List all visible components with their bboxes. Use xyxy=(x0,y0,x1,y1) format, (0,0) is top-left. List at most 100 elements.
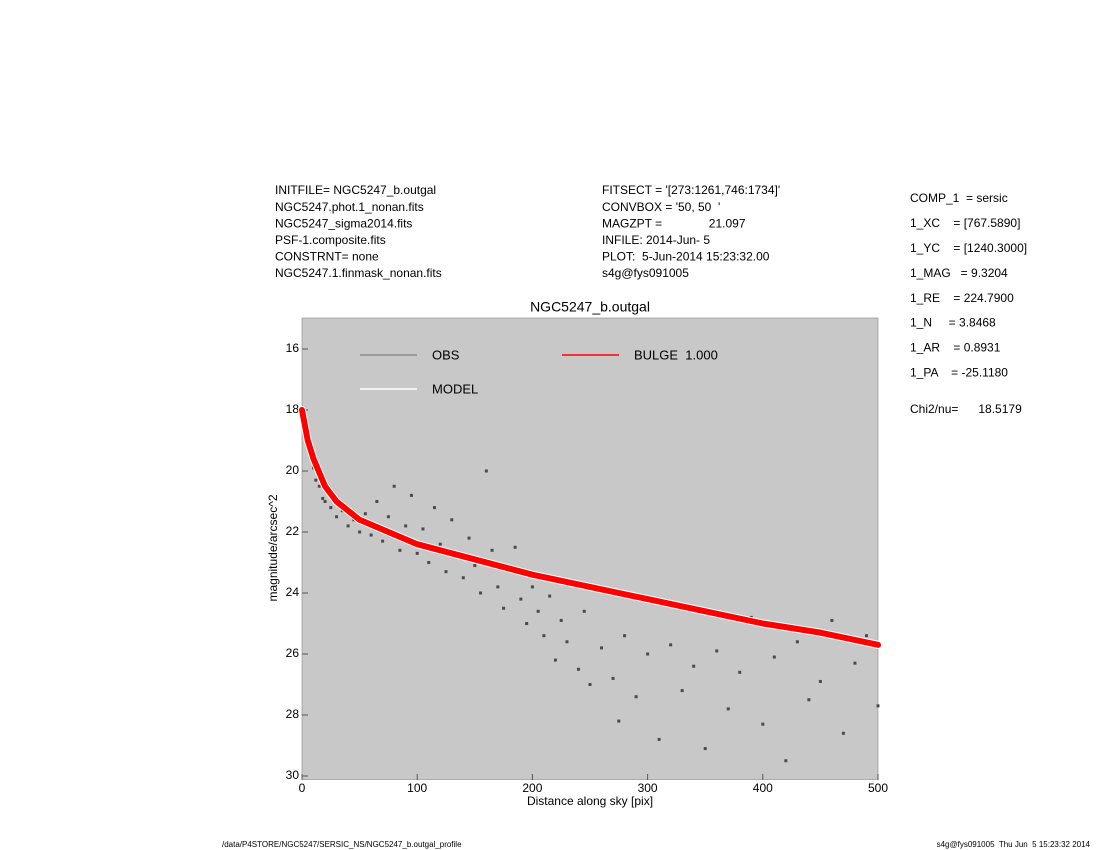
obs-point xyxy=(582,609,586,613)
header-middle-line: MAGZPT = 21.097 xyxy=(602,216,746,230)
obs-point xyxy=(623,634,627,638)
obs-point xyxy=(530,585,534,589)
x-axis-label: Distance along sky [pix] xyxy=(527,794,653,808)
obs-point xyxy=(473,564,477,568)
obs-point xyxy=(525,622,529,625)
obs-point xyxy=(715,649,719,653)
obs-point xyxy=(536,609,540,613)
y-tick-label: 30 xyxy=(286,768,300,782)
obs-point xyxy=(386,515,390,519)
obs-point xyxy=(864,634,868,638)
obs-point xyxy=(738,670,742,674)
obs-point xyxy=(726,707,730,711)
obs-point xyxy=(321,496,325,500)
obs-point xyxy=(317,484,321,488)
header-middle-line: s4g@fys091005 xyxy=(602,266,689,280)
obs-point xyxy=(680,689,684,693)
fit-parameter: 1_N = 3.8468 xyxy=(910,316,996,330)
obs-point xyxy=(461,576,465,580)
plot-area xyxy=(301,317,879,780)
obs-point xyxy=(559,618,563,622)
obs-point xyxy=(329,506,333,510)
chi2: Chi2/nu= 18.5179 xyxy=(910,402,1022,416)
legend-label: OBS xyxy=(432,347,460,362)
obs-point xyxy=(450,518,454,522)
obs-point xyxy=(392,484,396,488)
obs-point xyxy=(876,704,880,708)
x-tick-label: 400 xyxy=(753,781,773,795)
obs-point xyxy=(427,561,431,564)
header-left-line: PSF-1.composite.fits xyxy=(275,233,386,247)
legend-label: MODEL xyxy=(432,381,478,396)
y-axis-label: magnitude/arcsec^2 xyxy=(266,494,280,601)
obs-point xyxy=(346,524,350,528)
obs-point xyxy=(542,634,546,638)
obs-point xyxy=(502,606,506,610)
obs-point xyxy=(646,652,650,656)
obs-point xyxy=(415,551,419,555)
header-left-line: INITFILE= NGC5247_b.outgal xyxy=(275,183,436,197)
y-tick-label: 18 xyxy=(286,402,300,416)
legend-label: BULGE 1.000 xyxy=(634,347,718,362)
obs-point xyxy=(807,698,811,702)
obs-point xyxy=(358,530,362,534)
obs-point xyxy=(375,500,379,503)
header-left-line: NGC5247.phot.1_nonan.fits xyxy=(275,200,424,214)
obs-point xyxy=(761,722,765,726)
footer-stamp: s4g@fys091005 Thu Jun 5 15:23:32 2014 xyxy=(937,840,1091,849)
obs-point xyxy=(853,661,857,665)
x-tick-label: 200 xyxy=(522,781,542,795)
obs-point xyxy=(444,570,448,574)
obs-point xyxy=(490,548,494,552)
obs-point xyxy=(784,759,788,763)
y-tick-label: 24 xyxy=(286,585,300,599)
header-left-line: NGC5247_sigma2014.fits xyxy=(275,216,412,230)
obs-point xyxy=(335,515,339,519)
fit-parameter: 1_PA = -25.1180 xyxy=(910,365,1008,379)
header-middle-line: PLOT: 5-Jun-2014 15:23:32.00 xyxy=(602,250,770,264)
obs-point xyxy=(611,676,615,680)
obs-point xyxy=(404,524,408,528)
obs-point xyxy=(479,591,483,595)
header-middle-line: FITSECT = '[273:1261,746:1734]' xyxy=(602,183,780,197)
x-tick-label: 100 xyxy=(407,781,427,795)
obs-point xyxy=(657,737,661,741)
obs-point xyxy=(432,506,436,510)
obs-point xyxy=(772,655,776,659)
obs-point xyxy=(795,640,799,644)
fit-parameter: COMP_1 = sersic xyxy=(910,191,1008,205)
obs-point xyxy=(398,548,402,552)
x-tick-label: 300 xyxy=(638,781,658,795)
obs-point xyxy=(548,594,552,598)
fit-parameter: 1_YC = [1240.3000] xyxy=(910,241,1027,255)
obs-point xyxy=(553,658,557,662)
obs-point xyxy=(818,679,822,683)
y-tick-label: 22 xyxy=(286,524,300,538)
obs-point xyxy=(634,695,638,699)
obs-point xyxy=(369,533,373,537)
obs-point xyxy=(513,545,517,549)
obs-point xyxy=(484,469,488,473)
chart-title: NGC5247_b.outgal xyxy=(530,299,650,315)
obs-point xyxy=(421,527,425,531)
y-tick-label: 28 xyxy=(286,707,300,721)
obs-point xyxy=(496,585,500,589)
obs-point xyxy=(409,493,413,497)
header-left-line: NGC5247.1.finmask_nonan.fits xyxy=(275,266,442,280)
obs-point xyxy=(617,719,621,723)
obs-point xyxy=(381,539,385,543)
fit-parameter: 1_AR = 0.8931 xyxy=(910,341,1001,355)
x-tick-label: 500 xyxy=(868,781,888,795)
fit-parameter: 1_MAG = 9.3204 xyxy=(910,266,1008,280)
obs-point xyxy=(565,640,569,644)
obs-point xyxy=(467,536,471,540)
header-middle-line: CONVBOX = '50, 50 ' xyxy=(602,200,720,214)
y-tick-label: 16 xyxy=(286,341,300,355)
obs-point xyxy=(830,618,834,622)
obs-point xyxy=(576,667,580,671)
obs-point xyxy=(600,646,604,650)
obs-point xyxy=(314,478,318,482)
obs-point xyxy=(703,747,707,751)
